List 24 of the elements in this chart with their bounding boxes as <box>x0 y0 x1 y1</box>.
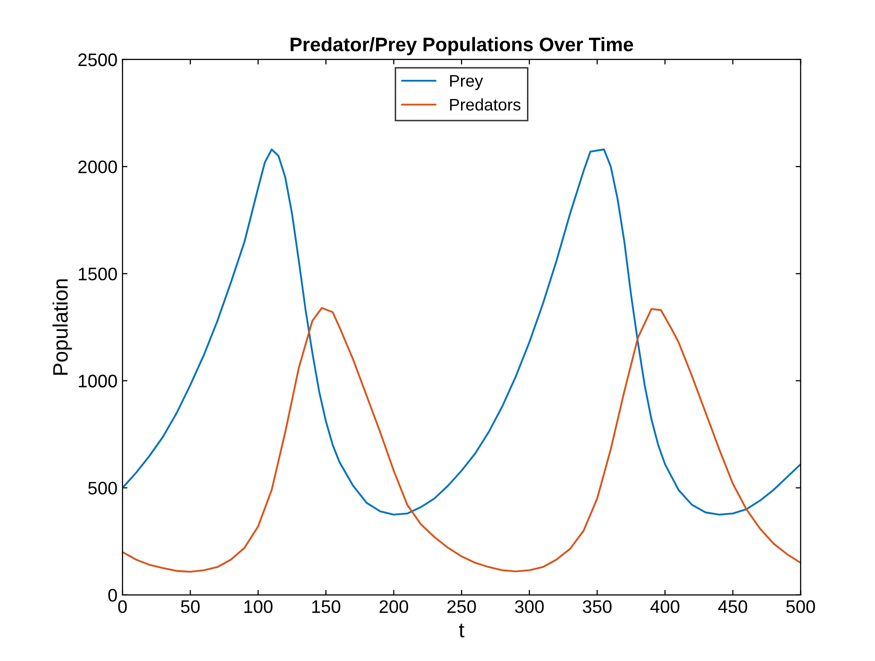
y-tick-label: 2500 <box>78 53 117 66</box>
x-tick-label: 50 <box>180 600 200 614</box>
x-tick-label: 450 <box>718 600 748 614</box>
x-tick-label: 350 <box>582 600 612 614</box>
y-tick-label: 2000 <box>78 160 117 174</box>
y-tick-label: 0 <box>108 588 117 602</box>
x-tick-label: 500 <box>786 600 815 614</box>
x-tick-label: 400 <box>650 600 680 614</box>
x-tick-label: 150 <box>312 600 340 614</box>
x-tick-label: 100 <box>244 600 272 614</box>
x-tick-label: 0 <box>118 600 127 614</box>
x-tick-label: 250 <box>447 600 476 614</box>
y-tick-label: 500 <box>88 482 117 495</box>
legend-label: Predators <box>450 98 520 111</box>
line-series <box>122 148 801 516</box>
line-series <box>122 307 801 573</box>
legend-label: Prey <box>450 75 484 90</box>
y-axis-title: Population <box>52 279 72 375</box>
y-tick-label: 1000 <box>78 374 117 388</box>
x-axis-title: t <box>458 624 464 638</box>
chart-title: Predator/Prey Populations Over Time <box>290 37 634 56</box>
x-tick-label: 200 <box>380 600 408 614</box>
y-tick-label: 1500 <box>78 268 117 280</box>
x-tick-label: 300 <box>515 600 544 614</box>
